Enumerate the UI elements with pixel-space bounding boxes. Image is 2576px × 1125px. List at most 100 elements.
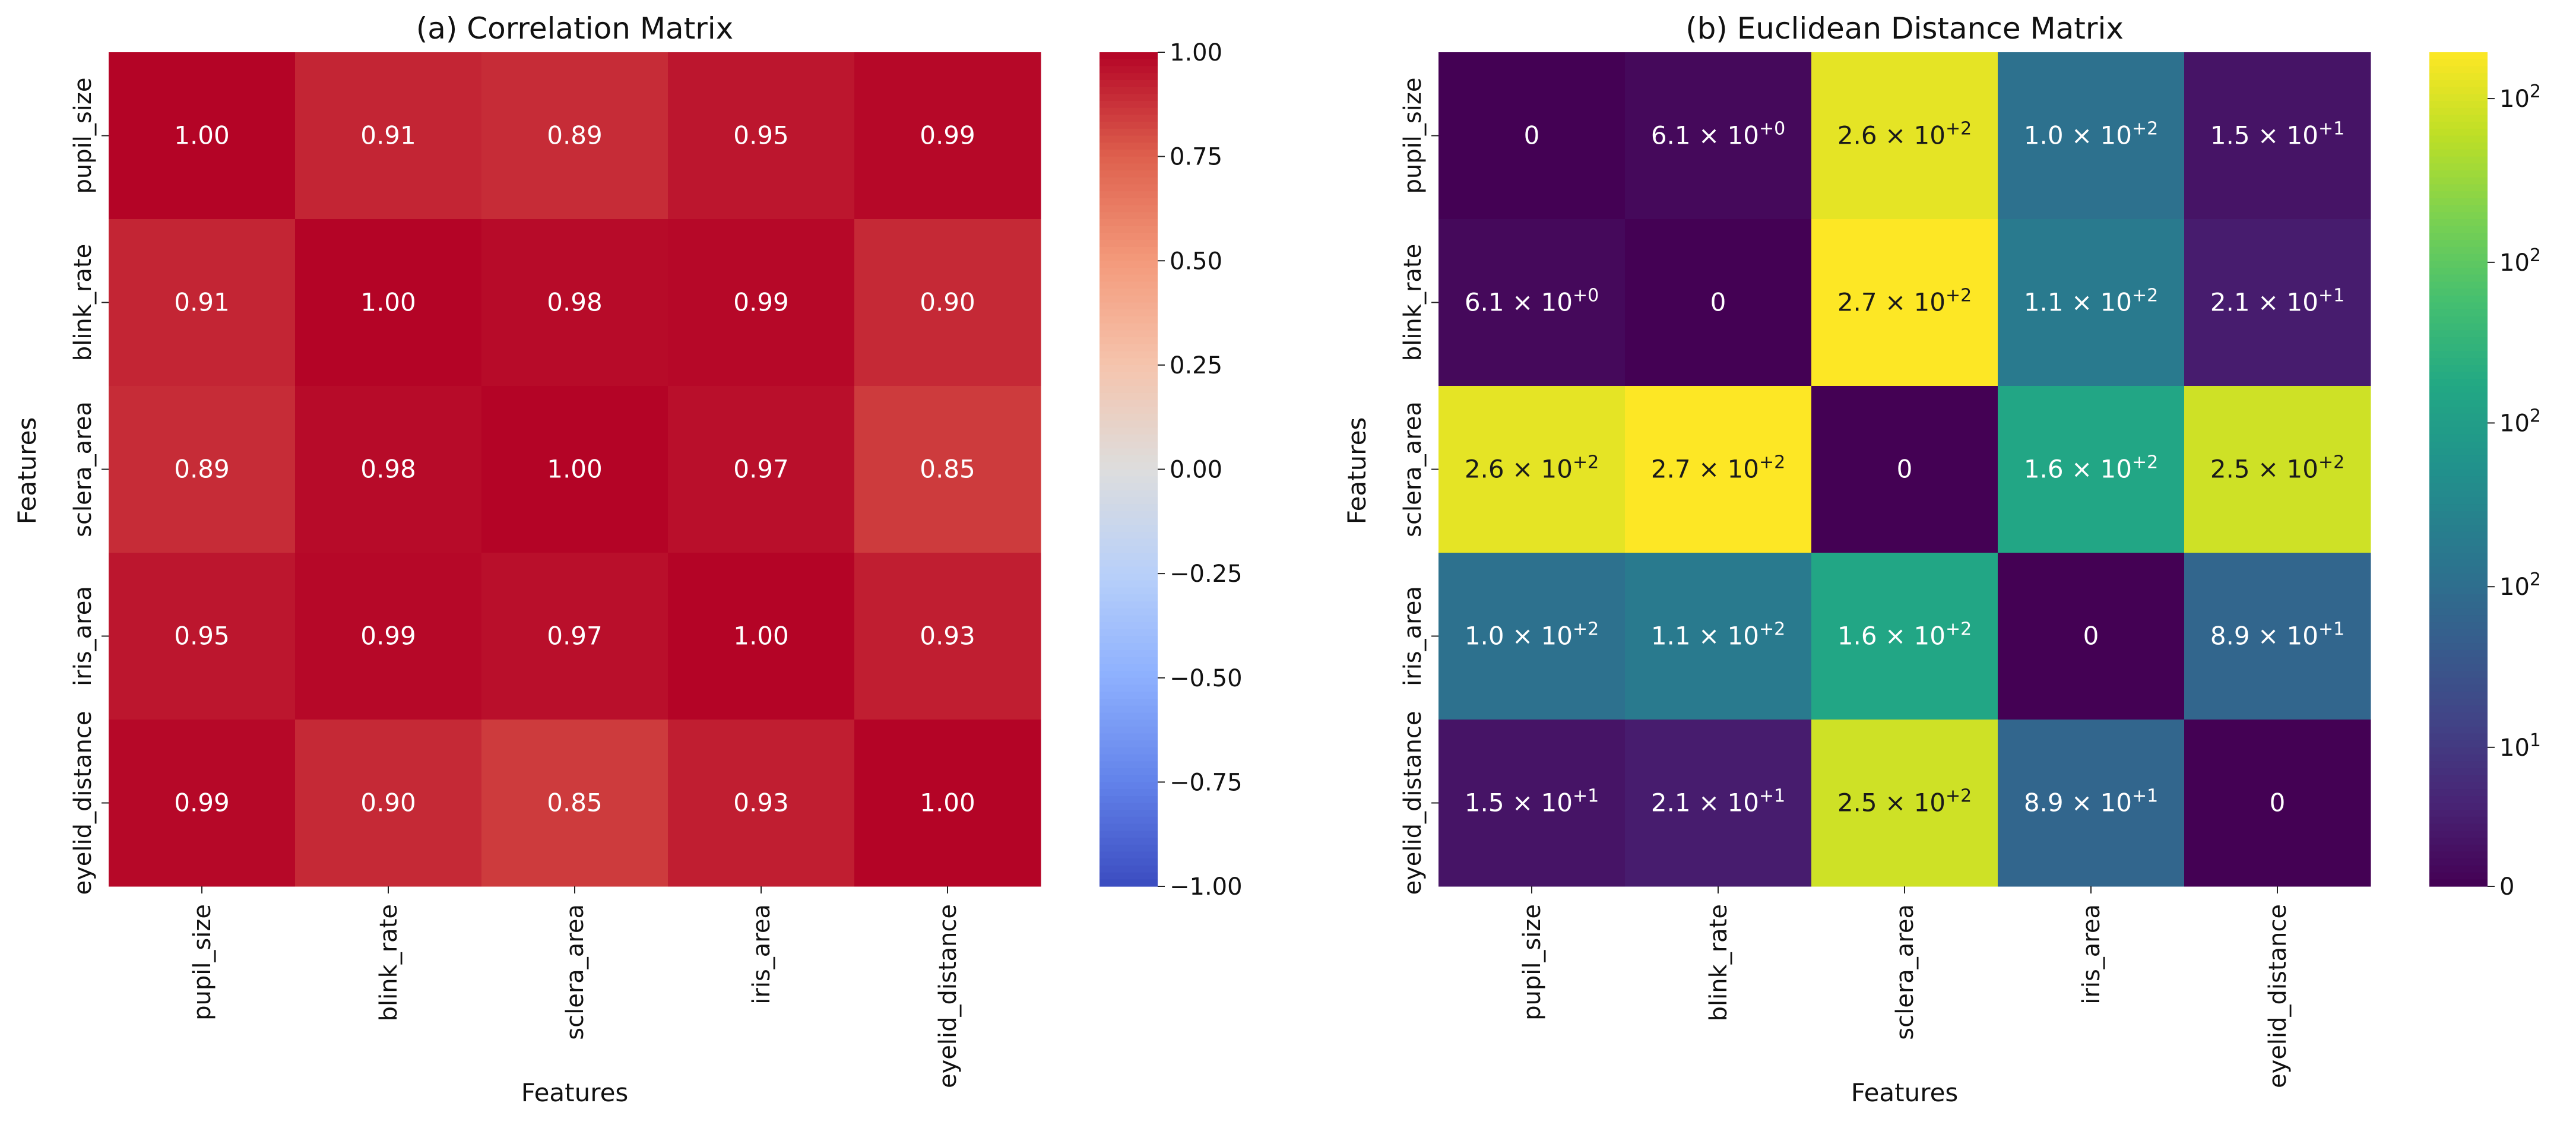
corr-colorbar-segment: [1100, 455, 1158, 463]
dist-colorbar-segment: [2429, 351, 2488, 359]
corr-colorbar-segment: [1100, 573, 1158, 581]
corr-colorbar-segment: [1100, 274, 1158, 282]
dist-colorbar-segment: [2429, 580, 2488, 588]
dist-x-tick-label-3: iris_area: [2078, 904, 2105, 1004]
dist-cell-3-3: [1998, 553, 2185, 720]
dist-cell-label-2-2: 0: [1897, 455, 1913, 484]
dist-colorbar-segment: [2429, 879, 2488, 887]
corr-cell-4-2: [481, 720, 668, 887]
corr-colorbar-segment: [1100, 372, 1158, 379]
corr-cell-label-4-2: 0.85: [547, 788, 603, 817]
corr-colorbar-segment: [1100, 636, 1158, 644]
corr-cell-label-0-3: 0.95: [733, 121, 789, 150]
corr-colorbar-tick-label-3: 0.25: [1170, 352, 1222, 379]
dist-colorbar-segment: [2429, 219, 2488, 227]
dist-colorbar-segment: [2429, 100, 2488, 109]
dist-colorbar-segment: [2429, 358, 2488, 366]
dist-colorbar-segment: [2429, 66, 2488, 74]
dist-cell-label-0-0: 0: [1524, 121, 1540, 150]
dist-x-tick-label-4: eyelid_distance: [2264, 904, 2292, 1088]
corr-colorbar-segment: [1100, 649, 1158, 658]
dist-colorbar-segment: [2429, 80, 2488, 88]
dist-cell-3-4: [2184, 553, 2371, 720]
corr-colorbar-segment: [1100, 59, 1158, 67]
dist-colorbar-segment: [2429, 337, 2488, 345]
corr-colorbar-segment: [1100, 246, 1158, 255]
corr-colorbar-segment: [1100, 601, 1158, 609]
corr-colorbar-segment: [1100, 643, 1158, 651]
dist-colorbar-segment: [2429, 838, 2488, 845]
corr-colorbar-segment: [1100, 594, 1158, 602]
corr-colorbar-segment: [1100, 754, 1158, 762]
corr-colorbar-segment: [1100, 170, 1158, 178]
corr-colorbar-segment: [1100, 865, 1158, 873]
dist-colorbar-segment: [2429, 142, 2488, 150]
corr-colorbar-segment: [1100, 844, 1158, 853]
dist-y-tick-label-2: sclera_area: [1399, 401, 1427, 537]
corr-colorbar-tick-label-8: −1.00: [1170, 873, 1243, 901]
corr-colorbar-segment: [1100, 122, 1158, 129]
dist-colorbar-segment: [2429, 177, 2488, 185]
dist-colorbar-segment: [2429, 844, 2488, 853]
dist-colorbar-segment: [2429, 504, 2488, 512]
distance-y-axis-label: Features: [1342, 417, 1371, 525]
corr-colorbar-segment: [1100, 816, 1158, 825]
dist-colorbar-segment: [2429, 434, 2488, 442]
corr-cell-label-0-1: 0.91: [360, 121, 416, 150]
dist-cell-2-3: [1998, 386, 2185, 553]
corr-cell-4-0: [109, 720, 296, 887]
corr-colorbar-segment: [1100, 66, 1158, 74]
corr-colorbar-segment: [1100, 879, 1158, 887]
dist-cell-0-2: [1811, 52, 1998, 220]
dist-cell-label-3-3: 0: [2083, 622, 2099, 651]
correlation-ticks: pupil_size blink_rate sclera_area iris_area…: [69, 78, 962, 1088]
corr-colorbar-segment: [1100, 483, 1158, 491]
corr-colorbar-segment: [1100, 302, 1158, 310]
dist-colorbar-segment: [2429, 316, 2488, 324]
dist-cell-3-2: [1811, 553, 1998, 720]
dist-cell-3-0: [1438, 553, 1626, 720]
corr-colorbar-segment: [1100, 580, 1158, 588]
corr-colorbar-segment: [1100, 379, 1158, 386]
dist-colorbar-segment: [2429, 191, 2488, 199]
dist-colorbar-segment: [2429, 865, 2488, 873]
corr-cell-4-4: [854, 720, 1041, 887]
corr-colorbar-segment: [1100, 810, 1158, 817]
corr-cell-label-4-4: 1.00: [920, 788, 975, 817]
corr-colorbar-segment: [1100, 365, 1158, 373]
corr-colorbar-tick-label-6: −0.50: [1170, 665, 1243, 692]
dist-colorbar-segment: [2429, 122, 2488, 129]
corr-cell-label-1-2: 0.98: [547, 288, 603, 317]
dist-colorbar-segment: [2429, 115, 2488, 122]
dist-colorbar-segment: [2429, 712, 2488, 720]
corr-x-tick-label-1: blink_rate: [375, 904, 403, 1021]
dist-colorbar-segment: [2429, 720, 2488, 727]
dist-colorbar-segment: [2429, 407, 2488, 414]
dist-colorbar-segment: [2429, 323, 2488, 331]
corr-colorbar-segment: [1100, 692, 1158, 699]
dist-colorbar-segment: [2429, 671, 2488, 679]
dist-cell-0-3: [1998, 52, 2185, 220]
corr-colorbar-segment: [1100, 504, 1158, 512]
corr-cell-0-2: [481, 52, 668, 220]
corr-cell-3-1: [295, 553, 482, 720]
corr-colorbar-segment: [1100, 657, 1158, 664]
corr-colorbar-segment: [1100, 261, 1158, 268]
corr-colorbar-segment: [1100, 712, 1158, 720]
corr-cell-2-2: [481, 386, 668, 553]
corr-colorbar-segment: [1100, 469, 1158, 477]
dist-cell-1-3: [1998, 219, 2185, 386]
corr-cell-label-3-0: 0.95: [174, 622, 230, 651]
dist-colorbar-segment: [2429, 740, 2488, 748]
corr-colorbar-segment: [1100, 823, 1158, 831]
dist-cell-4-1: [1625, 720, 1812, 887]
correlation-x-axis-label: Features: [521, 1078, 629, 1107]
corr-cell-label-2-0: 0.89: [174, 455, 230, 484]
dist-colorbar-segment: [2429, 233, 2488, 240]
dist-colorbar-segment: [2429, 684, 2488, 692]
dist-colorbar-segment: [2429, 608, 2488, 616]
corr-colorbar-segment: [1100, 872, 1158, 880]
corr-y-tick-label-2: sclera_area: [69, 401, 97, 537]
corr-colorbar-segment: [1100, 407, 1158, 414]
corr-cell-label-1-4: 0.90: [920, 288, 975, 317]
